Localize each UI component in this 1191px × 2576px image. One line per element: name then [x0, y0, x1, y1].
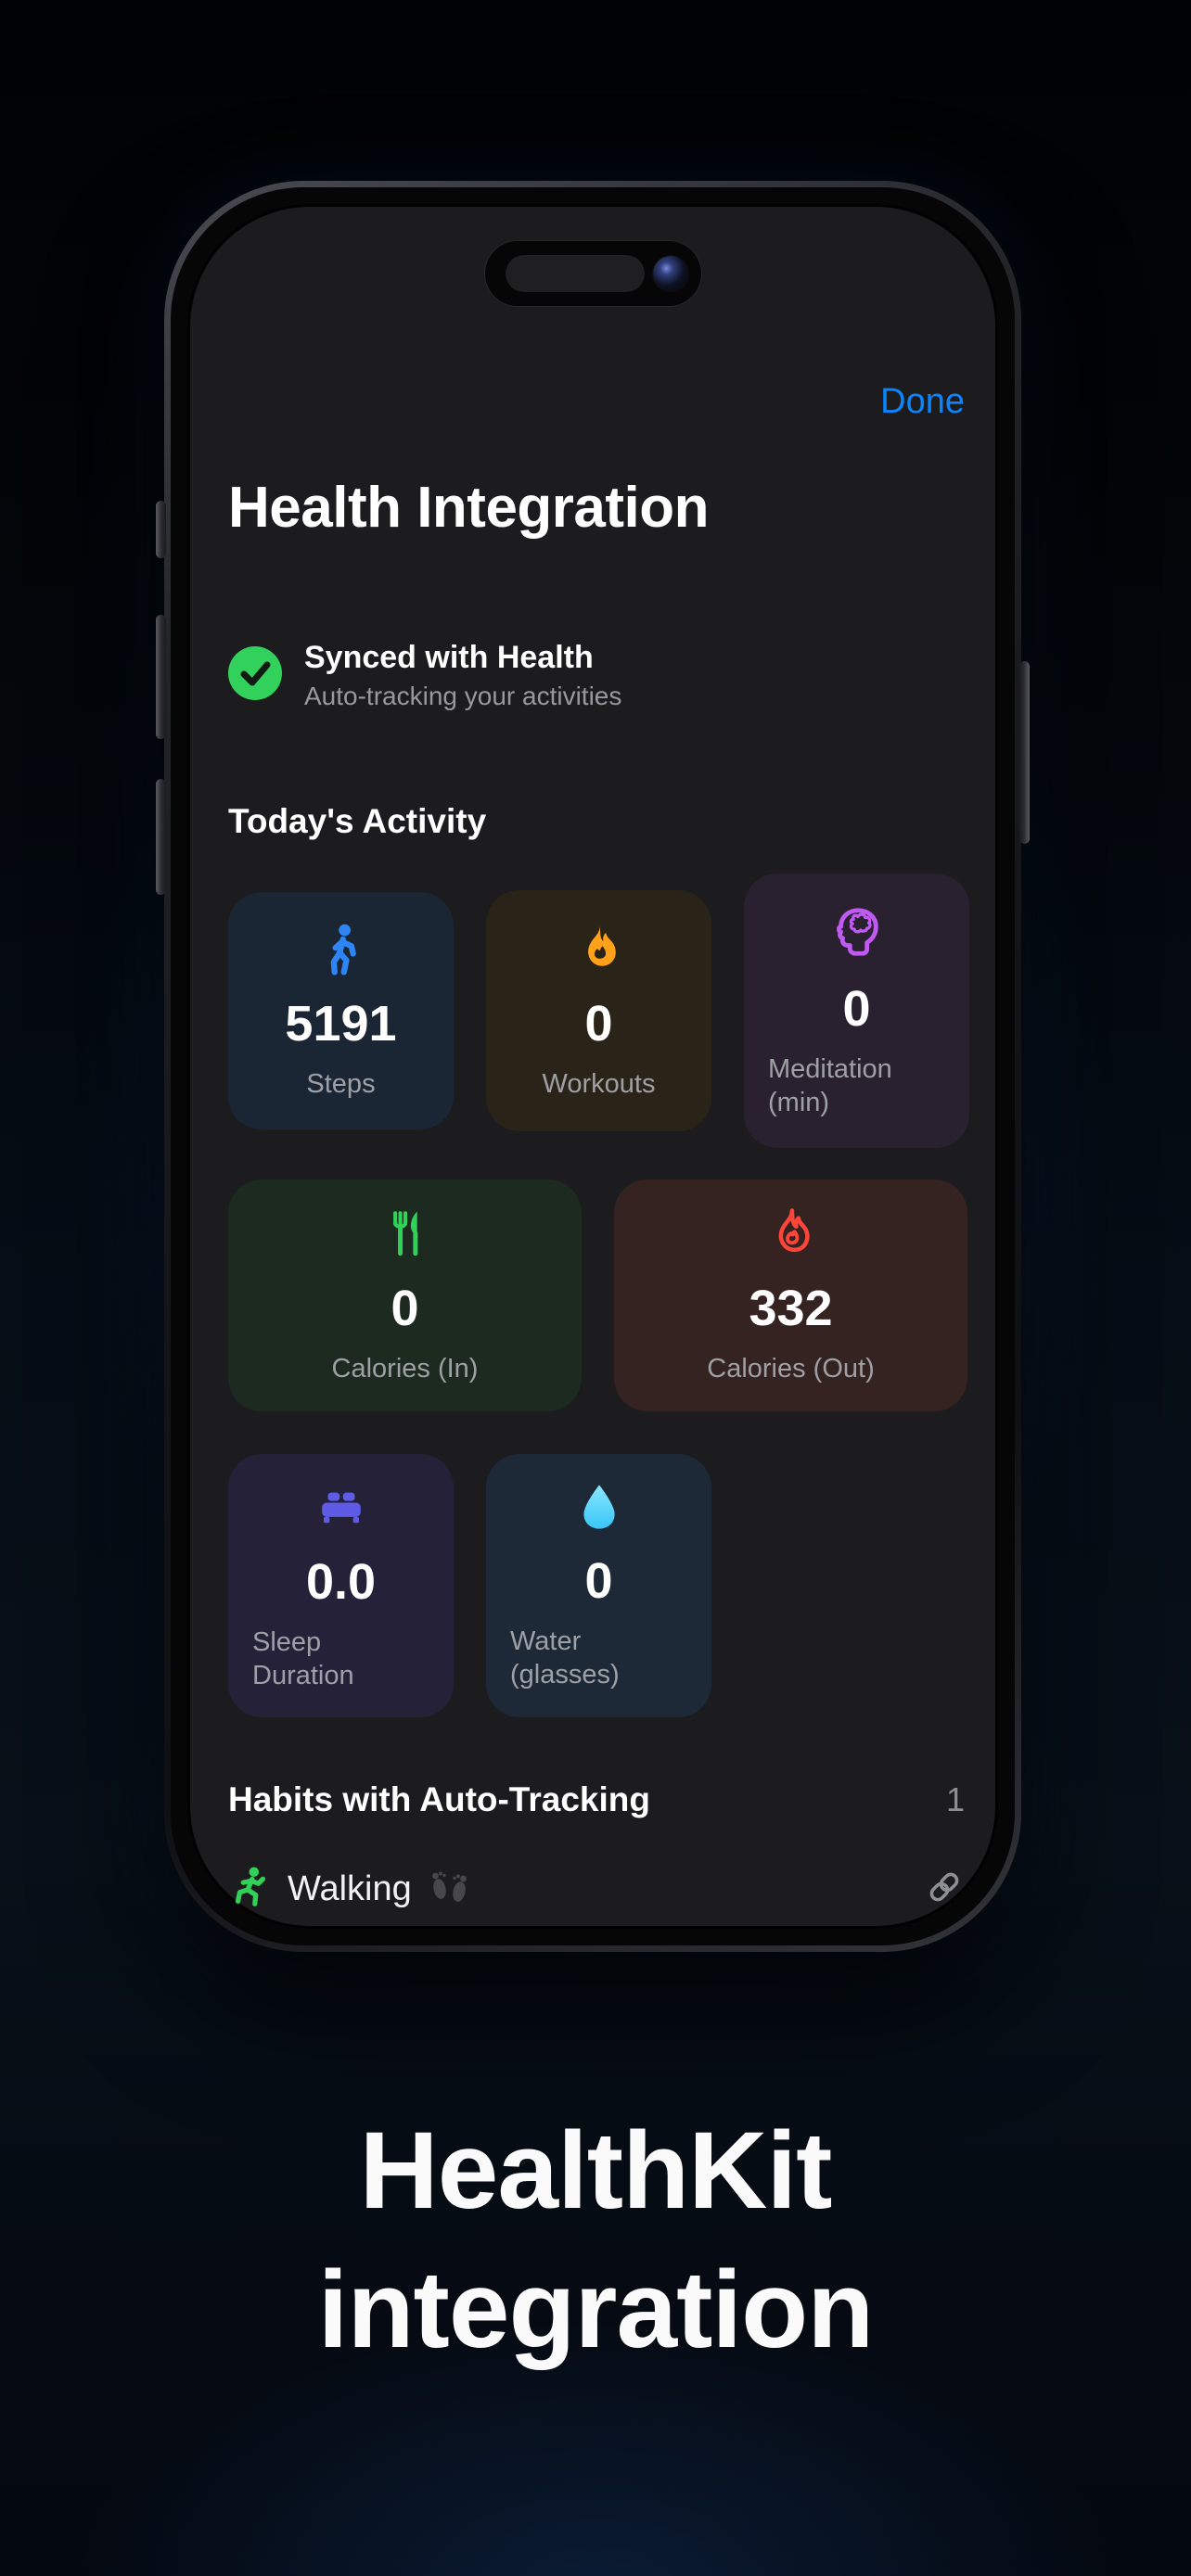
volume-up-button — [156, 615, 166, 739]
action-button — [156, 501, 166, 558]
stat-card-sleep: 0.0 Sleep Duration — [228, 1454, 454, 1717]
habit-label: Walking — [288, 1868, 412, 1908]
activity-cards-row-2: 0 Calories (In) 332 — [228, 1180, 967, 1411]
habits-header: Habits with Auto-Tracking 1 — [228, 1780, 965, 1819]
activity-heading: Today's Activity — [228, 802, 487, 840]
stat-card-meditation: 0 Meditation (min) — [744, 874, 969, 1148]
habit-row-walking[interactable]: Walking — [228, 1853, 965, 1925]
volume-down-button — [156, 779, 166, 895]
power-button — [1019, 661, 1030, 844]
check-circle-icon — [228, 646, 282, 705]
stat-card-water: 0 Water (glasses) — [486, 1454, 711, 1717]
stat-card-workouts: 0 Workouts — [486, 890, 711, 1131]
island-sensor — [506, 255, 645, 292]
stat-card-calories-in: 0 Calories (In) — [228, 1180, 582, 1411]
stat-label: Calories (Out) — [707, 1353, 875, 1384]
droplet-icon — [573, 1481, 625, 1537]
dynamic-island — [485, 241, 701, 306]
stat-value: 0 — [584, 1552, 613, 1609]
stat-value: 0.0 — [305, 1553, 377, 1610]
runner-icon — [228, 1866, 271, 1913]
sync-status-row: Synced with Health Auto-tracking your ac… — [228, 640, 965, 711]
stat-card-calories-out: 332 Calories (Out) — [614, 1180, 967, 1411]
habits-count-badge: 1 — [945, 1780, 965, 1818]
stat-label: Water (glasses) — [510, 1626, 620, 1690]
stat-label: Steps — [306, 1068, 376, 1099]
fork-knife-icon — [378, 1206, 432, 1265]
stat-label: Meditation (min) — [768, 1053, 892, 1117]
stat-label: Calories (In) — [331, 1353, 479, 1384]
stat-value: 0 — [842, 980, 871, 1037]
activity-cards-row-3: 0.0 Sleep Duration — [228, 1454, 965, 1717]
brain-head-icon — [828, 903, 886, 965]
stat-card-steps: 5191 Steps — [228, 892, 454, 1129]
flame-icon — [572, 922, 626, 980]
habits-heading: Habits with Auto-Tracking — [228, 1780, 650, 1818]
done-button[interactable]: Done — [880, 382, 965, 421]
walk-icon — [314, 922, 368, 980]
iphone-mockup: Done Health Integration Synced with Heal… — [156, 181, 1030, 1952]
caption-line-2: integration — [317, 2249, 875, 2371]
front-camera-icon — [653, 256, 688, 291]
sync-title: Synced with Health — [304, 640, 594, 675]
app-screen: Done Health Integration Synced with Heal… — [187, 204, 998, 1929]
bed-icon — [314, 1480, 368, 1538]
caption: HealthKit integration — [0, 2101, 1191, 2379]
footprints-icon — [429, 1868, 471, 1911]
stat-label: Sleep Duration — [252, 1626, 354, 1690]
phone-bezel: Done Health Integration Synced with Heal… — [171, 187, 1015, 1945]
sync-subtitle: Auto-tracking your activities — [304, 682, 622, 710]
flame-outline-icon — [764, 1206, 818, 1265]
activity-cards-row-1: 5191 Steps 0 Workouts — [228, 874, 969, 1148]
stat-value: 5191 — [285, 995, 397, 1052]
stat-value: 0 — [584, 995, 613, 1052]
stat-label: Workouts — [542, 1068, 656, 1099]
stat-value: 0 — [391, 1280, 419, 1336]
link-icon[interactable] — [924, 1867, 965, 1912]
page-title: Health Integration — [228, 476, 710, 540]
caption-line-1: HealthKit — [359, 2110, 833, 2232]
stat-value: 332 — [749, 1280, 833, 1336]
